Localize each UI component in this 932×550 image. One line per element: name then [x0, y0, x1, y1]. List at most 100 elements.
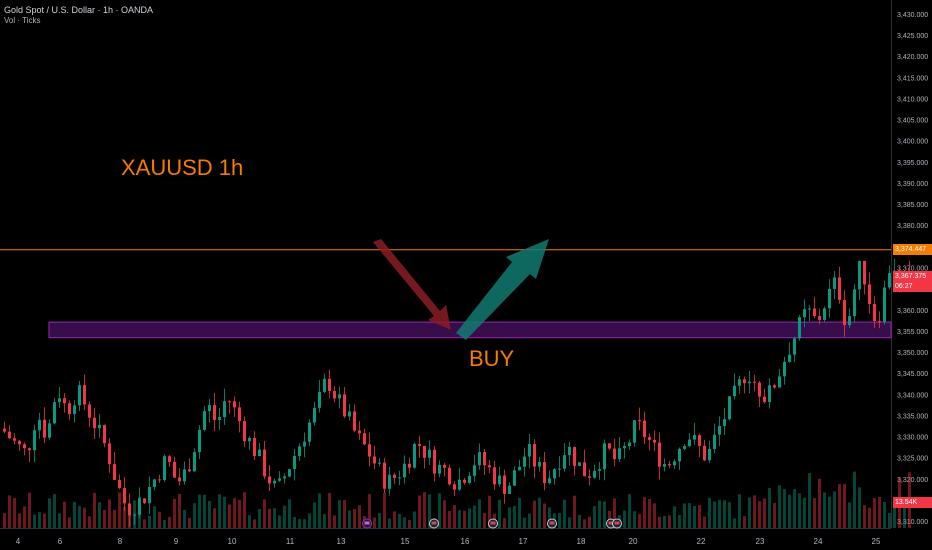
volume-bar [238, 499, 241, 528]
candle-body [768, 385, 771, 403]
time-tick-label: 22 [697, 537, 706, 546]
volume-bar [183, 509, 186, 528]
buy-annotation[interactable]: BUY [469, 346, 515, 371]
volume-bar [598, 500, 601, 528]
candle-body [173, 461, 176, 478]
volume-indicator-label[interactable]: Vol · Ticks [4, 16, 41, 25]
volume-bar [388, 518, 391, 528]
candle-body [348, 411, 351, 417]
candle-body [668, 464, 671, 466]
price-axis[interactable]: 3,310.0003,315.0003,320.0003,325.0003,33… [897, 12, 928, 526]
event-markers[interactable] [362, 518, 622, 529]
candle-body [278, 478, 281, 481]
time-tick-label: 9 [174, 537, 179, 546]
volume-bar [708, 497, 711, 528]
volume-bar [68, 517, 71, 528]
event-marker-icon [488, 518, 498, 529]
down-arrow-annotation[interactable] [373, 239, 451, 330]
candle-body [28, 448, 31, 451]
candle-body [588, 476, 591, 478]
candle-body [343, 394, 346, 417]
candle-body [533, 444, 536, 467]
candle-body [633, 420, 636, 443]
volume-bar [478, 499, 481, 528]
candle-body [528, 444, 531, 457]
volume-bar [423, 492, 426, 528]
candle-body [523, 456, 526, 467]
time-tick-label: 16 [461, 537, 470, 546]
candle-body [403, 463, 406, 478]
candle-body [808, 308, 811, 310]
volume-value-tag: 13.54K [893, 497, 932, 508]
volume-bar [713, 501, 716, 528]
volume-bar [758, 501, 761, 528]
volume-bar [588, 516, 591, 528]
volume-bar [558, 513, 561, 528]
time-tick-label: 18 [577, 537, 586, 546]
volume-bar [503, 518, 506, 528]
volume-bar [773, 503, 776, 528]
candle-body [563, 455, 566, 469]
price-tick-label: 3,385.000 [897, 202, 928, 209]
volume-bar [883, 501, 886, 528]
volume-bar [348, 510, 351, 528]
volume-bar [328, 492, 331, 528]
candle-body [48, 423, 51, 438]
volume-bar [768, 488, 771, 528]
candle-body [8, 431, 11, 439]
candle-body [763, 396, 766, 403]
price-tick-label: 3,410.000 [897, 96, 928, 103]
volume-bar [563, 499, 566, 528]
up-arrow-annotation[interactable] [456, 239, 549, 340]
candle-body [273, 480, 276, 484]
candle-body [23, 444, 26, 449]
volume-bar [158, 511, 161, 528]
price-tick-label: 3,425.000 [897, 33, 928, 40]
candle-body [863, 260, 866, 285]
volume-bar [888, 512, 891, 528]
volume-bar [413, 511, 416, 528]
candle-body [123, 488, 126, 504]
candle-body [598, 469, 601, 471]
candle-body [308, 422, 311, 442]
time-tick-label: 6 [58, 537, 63, 546]
volume-bar [208, 501, 211, 528]
volume-bar [718, 499, 721, 528]
volume-bar [378, 513, 381, 528]
resistance-price-tag: 3,374.447 [893, 244, 932, 256]
candle-body [333, 390, 336, 399]
candle-body [843, 300, 846, 326]
volume-bar [873, 497, 876, 528]
volume-bar [193, 503, 196, 528]
candle-body [263, 449, 266, 477]
candle-body [198, 429, 201, 453]
candle-body [143, 498, 146, 504]
candle-body [453, 484, 456, 490]
candle-body [713, 434, 716, 449]
candle-body [313, 407, 316, 423]
time-axis[interactable]: 4 6 8 9 10 11 13 15 16 17 18 20 22 23 24 25 [16, 537, 881, 546]
symbol-title[interactable]: Gold Spot / U.S. Dollar · 1h · OANDA [4, 5, 154, 15]
candle-body [693, 435, 696, 440]
volume-bar [788, 494, 791, 528]
price-tick-label: 3,330.000 [897, 435, 928, 442]
volume-bar [373, 517, 376, 528]
volume-bar [243, 492, 246, 528]
volume-bar [828, 496, 831, 528]
volume-bar [403, 517, 406, 528]
price-tick-label: 3,405.000 [897, 118, 928, 125]
candle-body [393, 474, 396, 478]
volume-bar [723, 500, 726, 528]
candle-body [378, 462, 381, 464]
candle-body [753, 381, 756, 383]
event-marker-icon [547, 518, 557, 529]
candle-body [58, 398, 61, 403]
volume-bar [903, 499, 906, 528]
candle-body [638, 420, 641, 422]
title-annotation[interactable]: XAUUSD 1h [121, 155, 243, 180]
last-price-value: 3,367.375 [895, 273, 927, 281]
candle-body [388, 474, 391, 489]
candle-body [53, 402, 56, 424]
event-marker-flag [614, 521, 620, 525]
